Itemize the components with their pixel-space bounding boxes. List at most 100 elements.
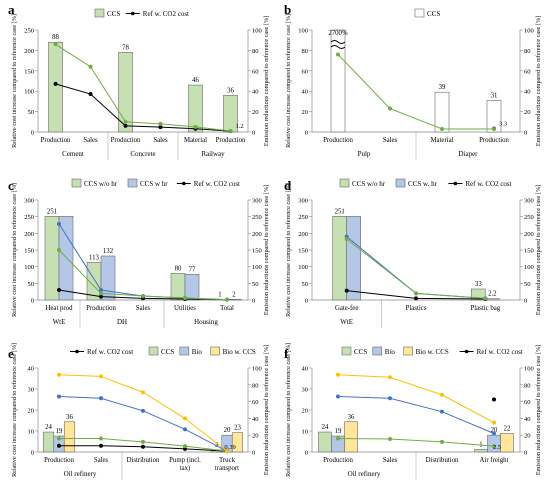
panel-letter: f	[284, 346, 289, 361]
y2-tick-label: 300	[252, 198, 262, 205]
y-tick-label: 200	[24, 48, 34, 55]
y-tick-label: 50	[302, 281, 309, 288]
series-line	[58, 374, 228, 452]
series-point	[183, 296, 187, 300]
legend-swatch	[94, 8, 105, 18]
y-tick-label: 300	[298, 198, 308, 205]
y2-axis-title: Emission reductions compared to referenc…	[535, 16, 542, 146]
x-tick-label: Sales	[383, 137, 398, 144]
series-point	[344, 237, 349, 241]
y-tick-label: 10	[302, 429, 309, 436]
y-axis-title: Relative cost increase compared to refer…	[285, 343, 292, 477]
series-point	[225, 297, 229, 302]
y2-tick-label: 200	[252, 231, 262, 238]
series-point	[183, 444, 187, 449]
legend-swatch	[179, 346, 190, 356]
bar-ccs-w-hr	[100, 255, 116, 301]
series-point	[336, 372, 340, 377]
y-tick-label: 150	[24, 248, 34, 255]
x-group-label: WtE	[340, 318, 353, 326]
legend-label: CCS w/o hr	[84, 180, 118, 188]
y2-tick-label: 80	[524, 382, 531, 389]
series-point	[57, 443, 61, 448]
y2-tick-label: 40	[252, 416, 259, 423]
series-line	[55, 43, 231, 132]
bar-data-label: 19	[335, 428, 342, 435]
y-tick-label: 100	[24, 264, 34, 271]
bar-ccs	[474, 449, 488, 453]
legend-swatch	[127, 178, 138, 188]
y2-tick-label: 150	[252, 248, 262, 255]
bar-ccs	[434, 91, 450, 133]
y2-tick-label: 250	[524, 214, 534, 221]
series-point	[440, 439, 444, 444]
y2-tick-label: 80	[252, 382, 259, 389]
series-point	[414, 296, 418, 301]
series-line	[337, 374, 495, 424]
y2-axis-title: Emission reductions compared to referenc…	[263, 16, 270, 146]
bar-data-label: 36	[348, 414, 355, 421]
series-point	[57, 288, 61, 292]
x-tick-label: Utilities	[174, 305, 196, 312]
y2-axis-title: Emission reductions compared to referenc…	[535, 185, 542, 315]
y-tick-label: 0	[31, 298, 34, 305]
series-point	[193, 124, 198, 129]
y-tick-label: 20	[302, 408, 309, 415]
bar-data-label: 251	[335, 208, 345, 215]
y-tick-label: 60	[302, 68, 309, 75]
x-tick-label: Truck transport	[215, 457, 239, 472]
series-line	[337, 438, 495, 447]
bar-data-label: 20	[491, 427, 498, 434]
y-tick-label: 0	[305, 450, 308, 457]
legend-label: Ref w. CO2 cost	[477, 348, 523, 356]
legend-label: CCS	[107, 10, 120, 18]
bar-ccs	[118, 52, 133, 133]
y2-tick-label: 200	[524, 231, 534, 238]
panel-letter: b	[284, 2, 291, 17]
legend-swatch	[148, 346, 159, 356]
series-point	[99, 396, 103, 401]
bar-data-label: 23	[234, 425, 241, 432]
y2-tick-label: 100	[524, 366, 534, 373]
y-tick-label: 30	[302, 387, 309, 394]
y2-tick-label: 100	[252, 366, 262, 373]
legend-marker	[131, 11, 135, 16]
y-tick-label: 0	[305, 298, 308, 305]
series-point	[440, 409, 444, 414]
y-tick-label: 50	[28, 109, 35, 116]
y2-tick-label: 0	[252, 450, 255, 457]
series-point	[336, 394, 340, 399]
series-line	[58, 223, 228, 301]
panel-letter: a	[8, 2, 15, 17]
legend-label: CCS w. hr	[408, 180, 438, 188]
y-tick-label: 250	[298, 214, 308, 221]
x-group-label: Housing	[194, 318, 218, 326]
x-group-label: Cement	[62, 150, 84, 158]
legend-marker	[453, 181, 458, 186]
y2-tick-label: 0	[524, 450, 527, 457]
series-point	[99, 291, 103, 296]
legend-swatch	[414, 8, 425, 18]
y-tick-label: 250	[24, 28, 34, 35]
series-point	[57, 436, 61, 441]
y-tick-label: 150	[298, 248, 308, 255]
legend-marker	[464, 349, 469, 354]
series-point	[123, 123, 128, 128]
y-tick-label: 0	[31, 130, 34, 137]
series-point	[228, 128, 233, 133]
y-tick-label: 30	[28, 387, 35, 394]
y2-tick-label: 40	[524, 89, 531, 96]
x-tick-label: Distribution	[127, 457, 160, 464]
bar-ccs-w-hr	[485, 298, 500, 301]
series-point	[492, 397, 496, 402]
y2-tick-label: 100	[252, 264, 262, 271]
y2-tick-label: 60	[252, 68, 259, 75]
x-group-label: Oil refinery	[348, 470, 381, 478]
series-line	[58, 249, 228, 301]
bar-data-label: 39	[439, 84, 446, 91]
y2-tick-label: 60	[524, 399, 531, 406]
series-point	[99, 294, 103, 299]
series-point	[492, 126, 496, 131]
legend-swatch	[372, 346, 383, 356]
